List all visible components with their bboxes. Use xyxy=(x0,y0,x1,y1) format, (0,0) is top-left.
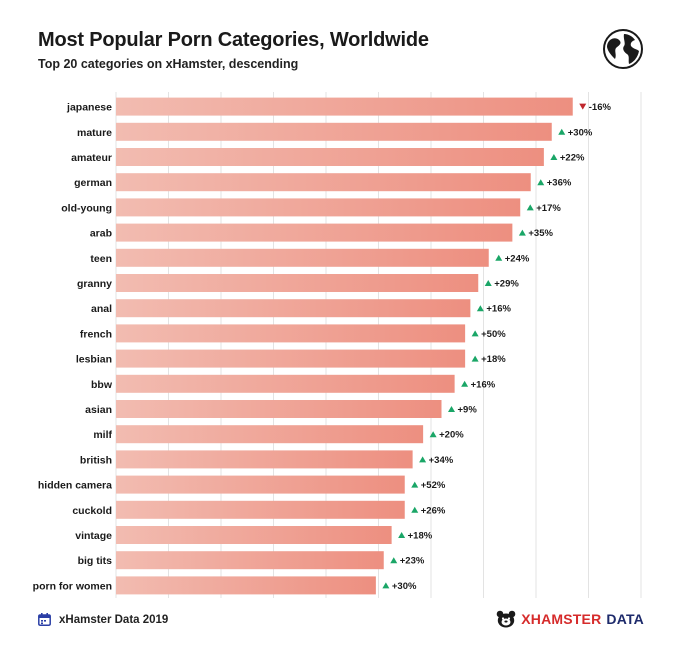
bar xyxy=(116,551,384,570)
change-label: +9% xyxy=(458,405,478,416)
change-label: -16% xyxy=(589,102,612,113)
increase-arrow-icon xyxy=(419,456,427,463)
footer-source: xHamster Data 2019 xyxy=(38,613,168,626)
change-label: +36% xyxy=(547,178,572,189)
brand-logo: XHAMSTER DATA xyxy=(496,610,644,628)
bar xyxy=(116,299,471,318)
bar xyxy=(116,223,513,242)
increase-arrow-icon xyxy=(471,330,479,337)
footer-source-text: xHamster Data 2019 xyxy=(59,613,169,626)
increase-arrow-icon xyxy=(518,229,526,236)
change-label: +30% xyxy=(392,581,417,592)
category-label: amateur xyxy=(71,152,112,164)
change-label: +22% xyxy=(560,153,585,164)
category-label: vintage xyxy=(75,530,112,542)
bar xyxy=(116,173,531,192)
bar xyxy=(116,576,376,595)
category-label: teen xyxy=(90,253,112,265)
globe-icon xyxy=(603,29,643,69)
increase-arrow-icon xyxy=(495,254,503,261)
increase-arrow-icon xyxy=(476,305,484,312)
change-label: +29% xyxy=(494,279,519,290)
category-label: mature xyxy=(77,127,112,139)
category-label: asian xyxy=(85,404,112,416)
increase-arrow-icon xyxy=(411,506,419,513)
category-label: arab xyxy=(90,228,112,240)
bar xyxy=(116,324,466,343)
increase-arrow-icon xyxy=(484,280,492,286)
category-label: cuckold xyxy=(72,505,112,517)
change-label: +16% xyxy=(471,379,496,390)
category-label: japanese xyxy=(66,102,112,114)
category-label: anal xyxy=(91,303,112,315)
category-label: milf xyxy=(93,429,112,441)
increase-arrow-icon xyxy=(461,380,469,387)
bar xyxy=(116,475,405,494)
decrease-arrow-icon xyxy=(579,103,587,110)
bar xyxy=(116,374,455,393)
category-label: hidden camera xyxy=(38,480,112,492)
bar xyxy=(116,198,521,217)
bar xyxy=(116,97,573,116)
bar xyxy=(116,122,552,141)
change-label: +30% xyxy=(568,127,593,138)
increase-arrow-icon xyxy=(471,355,479,362)
change-label: +26% xyxy=(421,505,446,516)
change-label: +18% xyxy=(481,354,506,365)
increase-arrow-icon xyxy=(382,582,390,589)
increase-arrow-icon xyxy=(411,481,419,488)
category-label: bbw xyxy=(91,379,113,391)
bar xyxy=(116,425,424,444)
xhamster-logo-icon xyxy=(496,610,516,628)
change-label: +20% xyxy=(439,430,464,441)
change-label: +17% xyxy=(536,203,561,214)
bar xyxy=(116,500,405,519)
calendar-icon xyxy=(38,613,51,626)
bar xyxy=(116,148,544,166)
bar xyxy=(116,274,479,292)
page-subtitle: Top 20 categories on xHamster, descendin… xyxy=(38,57,299,71)
chart-grid xyxy=(115,92,642,598)
brand-suffix: DATA xyxy=(606,611,644,627)
category-label: lesbian xyxy=(76,354,112,366)
increase-arrow-icon xyxy=(448,406,455,412)
category-label: old-young xyxy=(61,202,112,214)
bar xyxy=(116,450,413,469)
bar xyxy=(116,526,392,544)
bar xyxy=(116,248,489,267)
change-label: +16% xyxy=(486,304,511,315)
increase-arrow-icon xyxy=(550,154,558,160)
category-label: german xyxy=(74,177,112,189)
change-label: +18% xyxy=(408,531,433,542)
change-label: +50% xyxy=(481,329,506,340)
change-label: +24% xyxy=(505,253,530,264)
category-label: porn for women xyxy=(33,580,112,592)
change-label: +52% xyxy=(421,480,446,491)
change-label: +23% xyxy=(400,556,425,567)
increase-arrow-icon xyxy=(390,557,398,564)
category-label: big tits xyxy=(78,555,113,567)
category-label: british xyxy=(80,454,112,466)
brand-name: XHAMSTER xyxy=(521,611,602,627)
bar xyxy=(116,400,442,418)
increase-arrow-icon xyxy=(558,128,566,135)
change-label: +34% xyxy=(429,455,454,466)
category-label: french xyxy=(80,328,112,340)
increase-arrow-icon xyxy=(398,532,406,538)
bar xyxy=(116,349,466,368)
increase-arrow-icon xyxy=(537,179,545,186)
chart-bars: japanese -16% mature +30% amateur +22% german +… xyxy=(33,97,612,595)
increase-arrow-icon xyxy=(429,431,437,438)
increase-arrow-icon xyxy=(526,204,534,211)
category-label: granny xyxy=(77,278,112,290)
page-title: Most Popular Porn Categories, Worldwide xyxy=(38,29,429,51)
change-label: +35% xyxy=(528,228,553,239)
